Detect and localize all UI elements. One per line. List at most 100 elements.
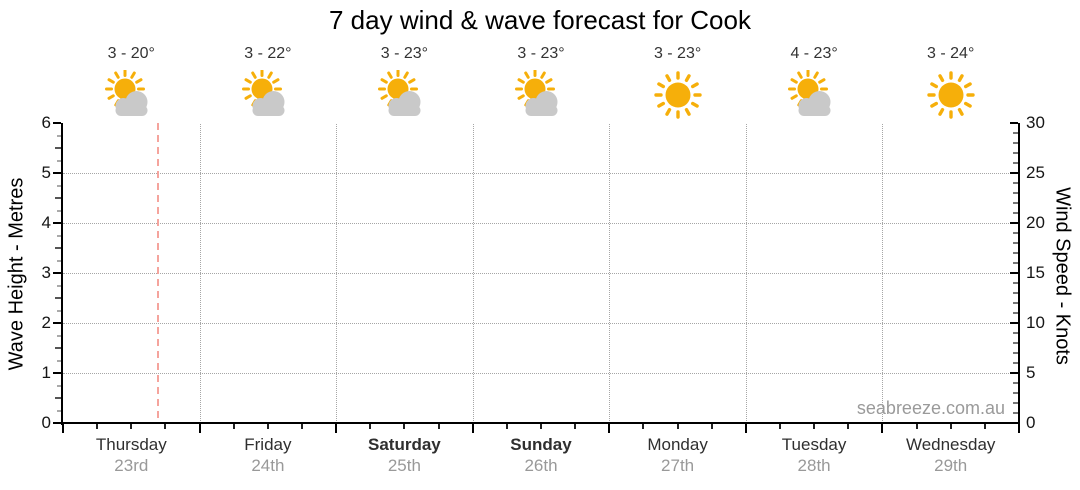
x-axis-minor-tick: [301, 424, 303, 429]
day-boundary-gridline: [472, 124, 474, 423]
left-axis-tick: [53, 272, 61, 274]
x-axis-minor-tick: [676, 424, 679, 429]
right-axis-tick: [1013, 392, 1018, 394]
x-axis-minor-tick: [232, 424, 235, 429]
day-date-label: 29th: [934, 456, 968, 475]
partly-cloudy-icon: [103, 69, 159, 120]
right-axis-tick: [1013, 152, 1018, 154]
right-axis-tick: [1013, 192, 1018, 194]
right-axis-tick: [1013, 382, 1018, 384]
partly-cloudy-icon: [786, 69, 842, 120]
right-axis-tick: [1013, 352, 1018, 354]
right-axis-tick: [1013, 332, 1018, 334]
x-axis-minor-tick: [96, 424, 99, 429]
day-name-label: Saturday: [368, 435, 441, 454]
right-axis-tick: [1013, 202, 1018, 204]
day-date-label: 28th: [797, 456, 831, 475]
day-boundary-gridline: [882, 124, 884, 423]
partly-cloudy-icon: [376, 69, 432, 120]
left-axis-tick: [57, 309, 61, 312]
partly-cloudy-icon: [513, 69, 569, 120]
h-gridline: [63, 373, 1019, 374]
right-axis-tick: [1010, 372, 1018, 374]
right-axis-tick: [1013, 182, 1018, 184]
x-axis-minor-tick: [642, 424, 645, 429]
temperature-range-label: 3 - 22°: [244, 45, 292, 62]
h-gridline: [63, 223, 1019, 224]
right-axis-tick: [1010, 322, 1018, 324]
x-axis-minor-tick: [540, 424, 542, 429]
temperature-range-label: 3 - 24°: [927, 45, 975, 62]
left-axis-tick: [55, 197, 61, 199]
right-axis-tick-label: 30: [1026, 113, 1045, 132]
day-boundary-gridline: [745, 124, 747, 423]
right-axis-tick: [1013, 212, 1018, 214]
x-axis-minor-tick: [164, 424, 167, 429]
right-axis-tick: [1013, 292, 1018, 294]
left-axis-tick: [53, 322, 61, 324]
x-axis-minor-tick: [813, 424, 816, 429]
sunny-icon: [923, 70, 979, 120]
right-axis-tick: [1013, 362, 1018, 364]
current-time-line: [157, 123, 160, 423]
left-axis-tick: [57, 334, 61, 337]
x-axis-minor-tick: [949, 424, 952, 429]
right-axis-tick: [1013, 342, 1018, 344]
right-axis-tick: [1013, 242, 1018, 244]
x-axis-minor-tick: [847, 424, 850, 429]
sun-behind-cloud-glyph: [515, 69, 558, 116]
left-axis-tick: [55, 347, 61, 349]
sun-behind-cloud-glyph: [105, 69, 148, 116]
left-axis-tick-label: 2: [41, 313, 51, 332]
right-axis-tick-label: 5: [1026, 363, 1036, 382]
left-axis-tick: [53, 422, 61, 424]
day-name-label: Friday: [244, 435, 292, 454]
x-axis-minor-tick: [437, 424, 440, 429]
x-axis-major-tick: [335, 424, 338, 433]
sun-behind-cloud-glyph: [378, 69, 421, 116]
x-axis-line: [61, 422, 1020, 424]
x-axis-minor-tick: [403, 424, 406, 429]
sunny-icon: [650, 70, 706, 120]
right-axis-tick-label: 0: [1026, 413, 1036, 432]
x-axis-minor-tick: [779, 424, 781, 429]
left-axis-tick: [53, 372, 61, 374]
left-axis-tick-label: 3: [41, 263, 51, 282]
day-date-label: 23rd: [114, 456, 149, 475]
x-axis-major-tick: [1018, 424, 1020, 433]
day-boundary-gridline: [199, 124, 201, 423]
x-axis-major-tick: [198, 424, 201, 433]
day-boundary-gridline: [336, 124, 338, 423]
left-axis-tick: [57, 259, 61, 262]
left-axis-tick-label: 4: [41, 213, 51, 232]
x-axis-minor-tick: [266, 424, 269, 429]
x-axis-major-tick: [62, 424, 64, 433]
day-date-label: 24th: [251, 456, 285, 475]
right-axis-tick-label: 15: [1026, 263, 1045, 282]
right-axis-tick: [1013, 312, 1018, 314]
h-gridline: [63, 173, 1019, 174]
left-axis-tick-label: 6: [41, 113, 51, 132]
right-axis-tick: [1013, 252, 1018, 254]
right-axis-tick: [1013, 132, 1018, 134]
left-axis-tick: [57, 409, 61, 412]
x-axis-minor-tick: [915, 424, 918, 429]
day-boundary-gridline: [609, 124, 611, 423]
day-name-label: Tuesday: [781, 435, 847, 454]
sun-behind-cloud-glyph: [241, 69, 285, 116]
temperature-range-label: 3 - 23°: [380, 45, 429, 62]
x-axis-major-tick: [608, 424, 611, 433]
left-axis-tick: [53, 172, 61, 174]
day-name-label: Sunday: [510, 435, 572, 454]
temperature-range-label: 3 - 20°: [107, 45, 155, 62]
right-axis-tick: [1013, 402, 1018, 404]
watermark: seabreeze.com.au: [856, 398, 1005, 418]
sun-glyph: [926, 71, 975, 119]
temperature-range-label: 3 - 23°: [517, 45, 565, 62]
left-axis-tick-label: 1: [41, 363, 51, 382]
x-axis-major-tick: [744, 424, 747, 433]
right-axis-tick: [1010, 272, 1018, 274]
h-gridline: [63, 323, 1019, 324]
